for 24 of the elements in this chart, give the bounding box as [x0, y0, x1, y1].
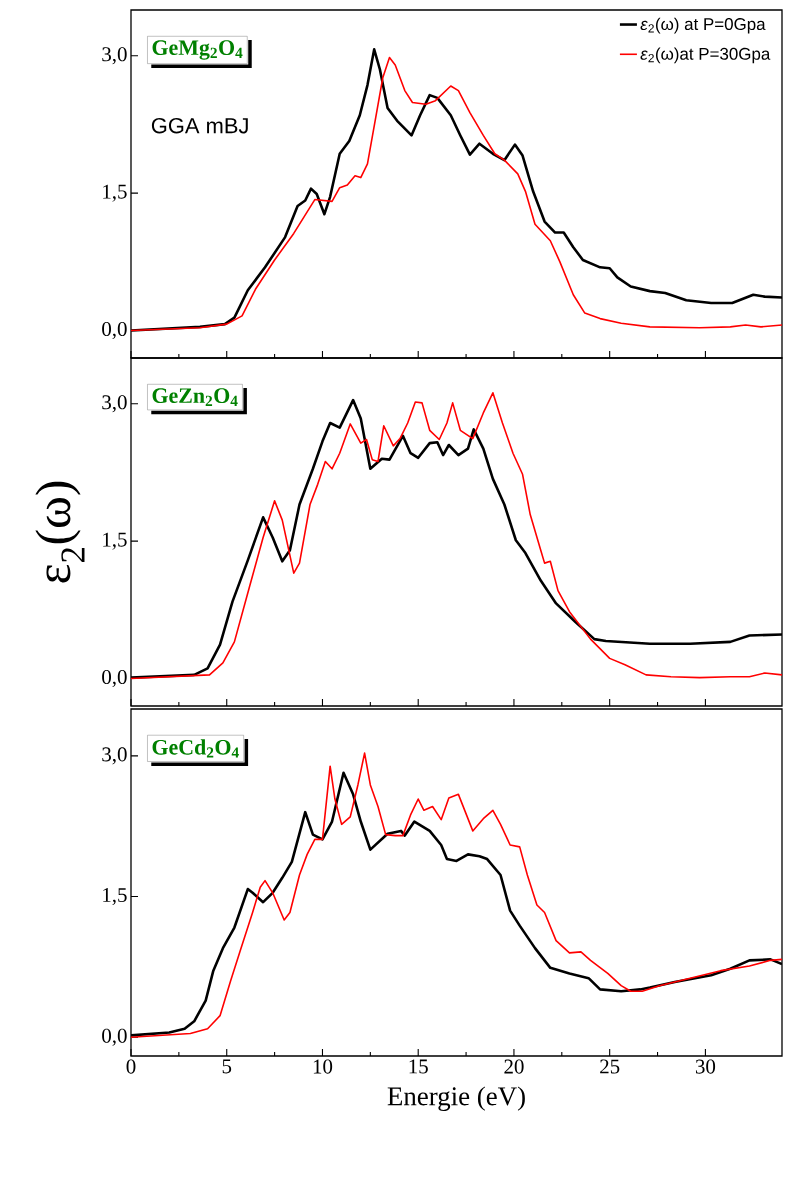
y-tick-label: 1,5	[103, 888, 127, 906]
legend-label: ε$_{2}$(ω) at P=0Gpa	[640, 17, 766, 34]
y-tick-label: 1,5	[103, 532, 127, 550]
x-tick-label: 0	[126, 1059, 136, 1074]
y-tick-label: 3,0	[102, 747, 127, 765]
y-tick-label: 1,5	[103, 184, 127, 202]
y-tick-label: 0,0	[102, 669, 127, 688]
x-tick-label: 15	[409, 1059, 428, 1074]
y-tick-label: 0,0	[102, 1028, 127, 1046]
x-tick-label: 20	[504, 1059, 524, 1074]
y-tick-label: 3,0	[102, 395, 127, 413]
x-tick-label: 30	[695, 1059, 716, 1074]
text: GeZn$_{2}$O$_{4}$	[152, 388, 238, 406]
text: GeMg$_{2}$O$_{4}$	[152, 40, 243, 60]
x-tick-label: 10	[313, 1059, 333, 1074]
legend-label: ε$_{2}$(ω)at P=30Gpa	[640, 47, 771, 64]
text: GeCd$_{2}$O$_{4}$	[152, 739, 239, 758]
annotation: GGA mBJ	[151, 117, 248, 134]
y-axis-title: ε$_{2}$(ω)	[35, 481, 85, 583]
x-tick-label: 25	[600, 1059, 620, 1074]
y-tick-label: 0,0	[102, 321, 127, 340]
y-tick-label: 3,0	[102, 47, 127, 65]
x-tick-label: 5	[222, 1059, 232, 1074]
x-axis-title: Energie (eV)	[387, 1086, 525, 1111]
